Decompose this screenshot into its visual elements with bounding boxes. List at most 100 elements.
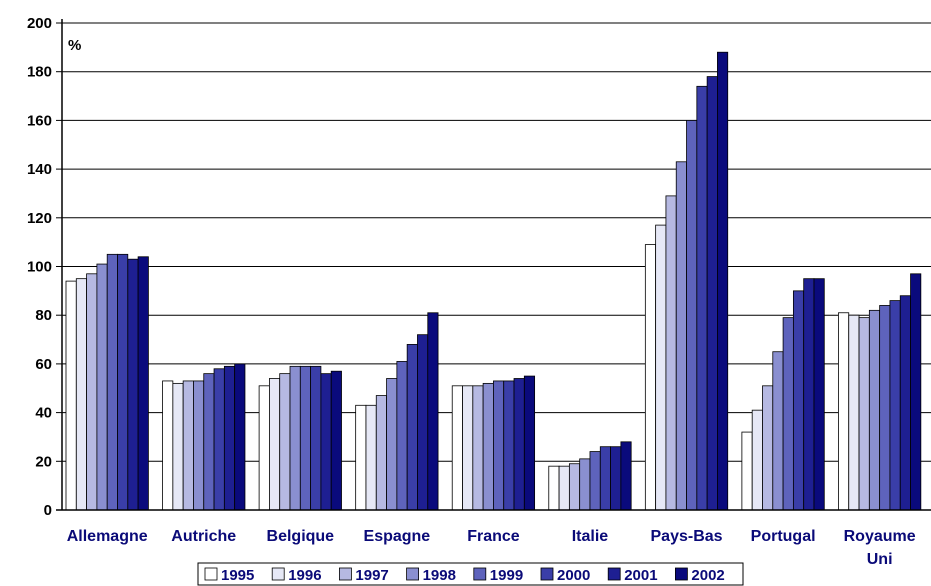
bar-2001-7 [803, 278, 815, 511]
bar-2000-3 [406, 344, 418, 511]
category-label: Belgique [267, 528, 335, 545]
bar-1997-0 [86, 273, 98, 511]
bar-1999-5 [589, 451, 601, 511]
y-tick-label: 160 [27, 112, 52, 129]
legend-swatch-1998 [406, 567, 420, 581]
bar-1999-6 [686, 120, 698, 511]
bar-1998-0 [96, 263, 108, 511]
bar-1998-2 [289, 365, 301, 511]
y-tick-label: 40 [35, 405, 52, 422]
bar-1996-3 [365, 404, 377, 511]
bar-1996-5 [558, 465, 570, 511]
bar-2000-8 [889, 300, 901, 511]
bar-1998-7 [772, 351, 784, 511]
y-tick-label: 140 [27, 161, 52, 178]
bar-2000-7 [792, 290, 805, 511]
bar-2001-4 [513, 378, 525, 511]
bars [65, 51, 922, 511]
bar-1998-6 [675, 161, 687, 511]
bar-1999-3 [396, 361, 408, 511]
bar-2002-5 [620, 441, 632, 511]
bar-2002-2 [330, 370, 342, 511]
legend-label-1998: 1998 [423, 567, 456, 584]
y-tick-label: 120 [27, 210, 52, 227]
bar-1998-4 [482, 382, 494, 511]
bar-1996-1 [172, 382, 184, 511]
bar-1999-1 [203, 373, 215, 511]
bar-1998-1 [193, 380, 205, 511]
bar-1995-5 [548, 465, 560, 511]
legend-label-1996: 1996 [288, 567, 321, 584]
legend-swatch-1997 [338, 567, 352, 581]
bar-1997-2 [279, 373, 291, 511]
legend-swatch-2001 [607, 567, 621, 581]
bar-2000-1 [213, 368, 225, 511]
bar-2002-1 [234, 363, 246, 511]
bar-1998-5 [579, 458, 591, 511]
bar-1995-8 [838, 312, 850, 511]
legend-box [197, 562, 744, 586]
bar-1997-7 [762, 385, 774, 511]
bar-2001-2 [320, 373, 332, 511]
bar-2002-3 [427, 312, 439, 511]
bar-2001-6 [706, 76, 718, 511]
bar-1995-7 [741, 431, 753, 511]
legend-swatch-1995 [204, 567, 218, 581]
legend-swatch-1999 [473, 567, 487, 581]
bar-1997-4 [472, 385, 484, 511]
bar-1996-2 [269, 378, 281, 511]
category-label: Portugal [751, 528, 816, 545]
legend-label-1999: 1999 [490, 567, 523, 584]
bar-2001-8 [899, 295, 911, 511]
x-axis-categories: Allemagne Autriche Belgique Espagne France It… [67, 528, 916, 568]
bar-2000-6 [696, 85, 708, 511]
bar-1996-4 [462, 385, 474, 511]
category-label: Allemagne [67, 528, 148, 545]
bar-2002-4 [523, 375, 536, 511]
bar-1997-3 [375, 395, 387, 511]
bar-1997-6 [665, 195, 677, 511]
bar-2001-0 [127, 258, 139, 511]
bar-1999-8 [879, 305, 891, 511]
bar-1996-8 [848, 314, 860, 511]
bar-2002-6 [717, 51, 729, 511]
bar-2002-0 [137, 256, 149, 511]
category-label: Pays-Bas [651, 528, 723, 545]
y-tick-label: 0 [44, 502, 52, 519]
bar-2000-5 [599, 446, 611, 511]
bar-2001-3 [417, 334, 429, 511]
legend-label-2001: 2001 [624, 567, 657, 584]
bar-1997-1 [182, 380, 194, 511]
category-label: France [467, 528, 520, 545]
y-tick-label: 180 [27, 64, 52, 81]
category-label: Royaume Uni [844, 528, 916, 568]
category-label: Espagne [364, 528, 431, 545]
bar-2002-8 [910, 273, 922, 511]
legend-label-1995: 1995 [221, 567, 254, 584]
unit-label: % [68, 37, 81, 54]
bar-2001-1 [223, 365, 236, 511]
legend-swatch-2000 [540, 567, 554, 581]
bar-1999-7 [782, 317, 794, 511]
y-tick-label: 100 [27, 259, 52, 276]
bar-1995-0 [65, 280, 77, 511]
bar-1996-7 [751, 409, 763, 511]
bar-1999-4 [493, 380, 505, 511]
y-axis-ticks: 0 20 40 60 80 100 120 140 160 180 200 [27, 15, 62, 519]
legend-swatch-1996 [271, 567, 285, 581]
y-tick-label: 20 [35, 453, 52, 470]
legend-label-2000: 2000 [557, 567, 590, 584]
category-label: Autriche [171, 528, 236, 545]
bar-1999-2 [299, 365, 312, 511]
y-tick-label: 60 [35, 356, 52, 373]
bar-2002-7 [813, 278, 825, 511]
bar-1997-5 [568, 463, 581, 511]
y-tick-label: 80 [35, 307, 52, 324]
bar-1995-4 [451, 385, 463, 511]
bar-2001-5 [610, 446, 622, 511]
y-tick-label: 200 [27, 15, 52, 32]
bar-2000-2 [310, 365, 322, 511]
bar-1998-3 [386, 378, 398, 511]
bar-2000-0 [117, 253, 129, 511]
